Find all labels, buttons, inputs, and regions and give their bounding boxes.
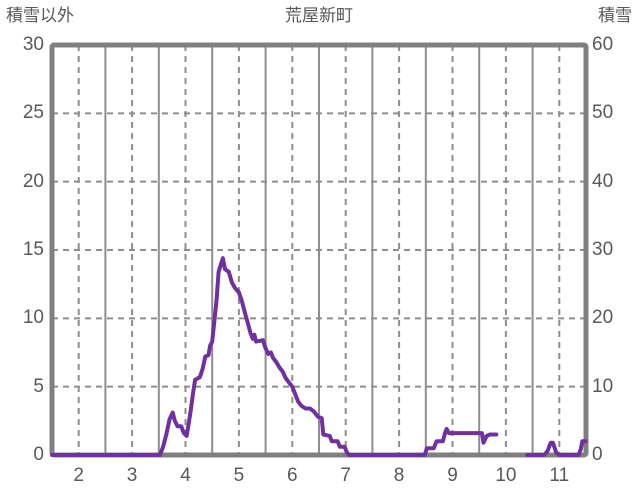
right-axis-tick-label: 60 <box>592 34 614 55</box>
left-axis-tick-label: 30 <box>22 34 44 55</box>
right-axis-tick-label: 10 <box>592 375 614 397</box>
snow-depth-line <box>525 439 588 457</box>
chart-title: 荒屋新町 <box>285 6 353 25</box>
x-axis-tick-label: 7 <box>340 465 351 486</box>
x-axis-tick-label: 9 <box>447 465 458 486</box>
x-axis-tick-label: 3 <box>126 465 138 486</box>
x-axis-tick-label: 2 <box>73 465 84 486</box>
right-axis-tick-label: 50 <box>592 102 614 124</box>
left-axis-tick-label: 25 <box>22 102 44 124</box>
x-axis-tick-label: 8 <box>393 465 405 486</box>
x-axis-tick-label: 5 <box>233 465 245 486</box>
left-axis-tick-label: 5 <box>33 375 44 397</box>
left-axis-caption: 積雪以外 <box>6 6 74 25</box>
left-axis-tick-label: 20 <box>22 170 44 192</box>
x-axis-tick-label: 11 <box>549 465 570 486</box>
left-axis-tick-label: 15 <box>22 239 44 260</box>
x-axis-tick-label: 6 <box>287 465 298 486</box>
right-axis-tick-label: 20 <box>592 307 614 329</box>
left-axis-tick-label: 0 <box>33 444 44 465</box>
right-axis-tick-label: 30 <box>592 239 614 260</box>
right-axis-tick-label: 40 <box>592 170 614 192</box>
left-axis-tick-label: 10 <box>22 307 44 329</box>
x-axis-tick-label: 10 <box>495 465 517 486</box>
right-axis-tick-label: 0 <box>592 444 603 465</box>
right-axis-caption: 積雪 <box>598 6 632 25</box>
plot-frame <box>49 42 589 458</box>
snow-depth-line <box>50 256 499 457</box>
x-axis-tick-label: 4 <box>180 465 191 486</box>
